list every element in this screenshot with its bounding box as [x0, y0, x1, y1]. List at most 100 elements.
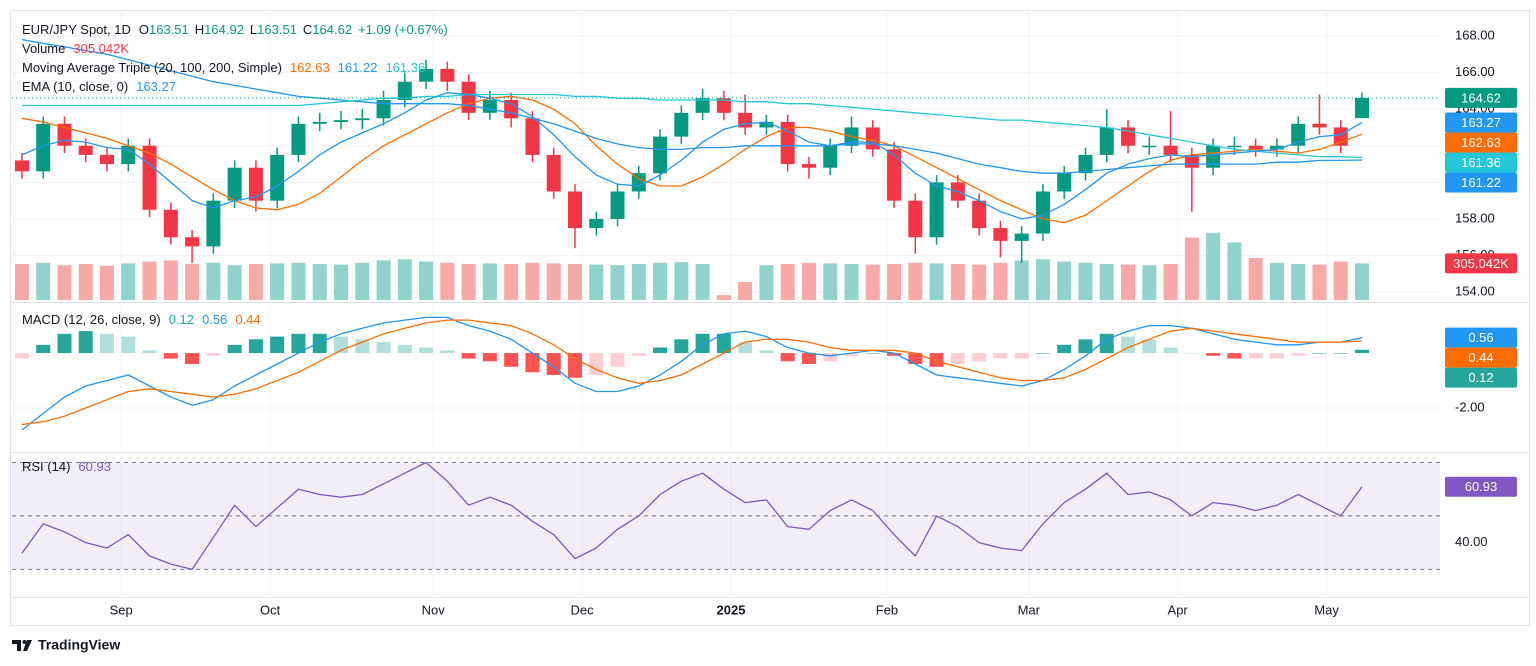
candle-body — [397, 81, 412, 101]
candle-body — [887, 149, 902, 201]
candle-body — [1142, 145, 1157, 148]
volume-bar — [78, 264, 93, 300]
volume-bar — [695, 264, 710, 300]
x-tick-label: 2025 — [717, 602, 746, 617]
legend-volume-line: Volume 305.042K — [22, 41, 129, 56]
volume-bar — [57, 265, 72, 300]
macd-histogram-bar — [1227, 353, 1242, 359]
moving-average-line — [21, 38, 1363, 174]
x-tick-label: Feb — [876, 602, 898, 617]
macd-title: MACD (12, 26, close, 9) — [22, 312, 161, 327]
price-tag-label: 0.44 — [1468, 350, 1493, 365]
macd-line — [21, 319, 1363, 426]
moving-average-line — [21, 95, 1363, 224]
legend-ema-line: EMA (10, close, 0) 163.27 — [22, 79, 176, 94]
price-tag — [1445, 132, 1517, 153]
price-tag-label: 0.12 — [1468, 370, 1493, 385]
macd-histogram-bar — [674, 339, 689, 354]
volume-bar — [142, 261, 157, 300]
macd-histogram-bar — [461, 353, 476, 359]
volume-bar — [653, 262, 668, 300]
macd-histogram-bar — [440, 350, 455, 354]
volume-bar — [1163, 264, 1178, 300]
candle-body — [163, 209, 178, 238]
candle-body — [461, 81, 476, 113]
macd-histogram-bar — [57, 333, 72, 354]
legend-symbol-line: EUR/JPY Spot, 1D O163.51 H164.92 L163.51 C16… — [22, 22, 448, 37]
macd-histogram-bar — [567, 353, 582, 378]
volume-bar — [227, 265, 242, 300]
y-tick-label: -2.00 — [1455, 399, 1485, 414]
candle-body — [248, 167, 263, 201]
volume-bar — [546, 263, 561, 300]
candle-body — [653, 136, 668, 174]
volume-bar — [1248, 258, 1263, 300]
low-prefix: L — [250, 22, 257, 37]
macd-histogram-bar — [801, 353, 816, 365]
candle-body — [419, 68, 434, 82]
macd-histogram-bar — [504, 353, 519, 367]
volume-bar — [312, 264, 327, 300]
price-tag — [1445, 253, 1517, 274]
candle-body — [227, 167, 242, 201]
macd-histogram-bar — [291, 333, 306, 354]
macd-histogram-bar — [1078, 339, 1093, 354]
macd-histogram-bar — [844, 353, 859, 356]
volume-bar — [1227, 242, 1242, 300]
candle-body — [525, 118, 540, 155]
volume-bar — [865, 264, 880, 300]
close-value: 164.62 — [312, 22, 352, 37]
x-tick-label: Dec — [571, 602, 595, 617]
open-prefix: O — [139, 22, 149, 37]
candle-body — [929, 182, 944, 238]
volume-bar — [631, 264, 646, 300]
rsi-line — [21, 461, 1363, 571]
close-prefix: C — [303, 22, 312, 37]
candle-body — [631, 173, 646, 192]
macd-histogram-bar — [738, 342, 753, 354]
macd-histogram-bar — [248, 339, 263, 354]
symbol-title: EUR/JPY Spot, 1D — [22, 22, 131, 37]
legend-macd-line: MACD (12, 26, close, 9) 0.12 0.56 0.44 — [22, 312, 261, 327]
macd-histogram-bar — [780, 353, 795, 362]
ma-value: 162.63 — [290, 60, 330, 75]
macd-histogram-bar — [1035, 353, 1050, 354]
candle-body — [206, 200, 221, 247]
candle-body — [1078, 154, 1093, 174]
macd-histogram-bar — [695, 333, 710, 354]
volume-bar — [270, 263, 285, 300]
macd-histogram-bar — [121, 336, 136, 354]
macd-histogram-bar — [100, 333, 115, 354]
candle-body — [1355, 97, 1370, 119]
brand-logo: TradingView — [12, 637, 120, 653]
macd-histogram-bar — [78, 331, 93, 354]
macd-histogram-bar — [163, 353, 178, 359]
volume-bar — [376, 260, 391, 300]
price-tags: 164.62 163.27 162.63 161.36 161.22 305.042K 0.… — [1445, 87, 1517, 497]
macd-histogram-bar — [1014, 353, 1029, 359]
volume-bar — [759, 265, 774, 300]
candle-body — [908, 200, 923, 238]
macd-histogram-bar — [716, 333, 731, 354]
x-tick-label: Mar — [1018, 602, 1041, 617]
volume-bar — [291, 262, 306, 300]
macd-histogram-bar — [759, 350, 774, 354]
volume-value: 305.042K — [73, 41, 129, 56]
candle-body — [1163, 145, 1178, 155]
legend-ma-line: Moving Average Triple (20, 100, 200, Sim… — [22, 60, 425, 75]
price-tag — [1445, 87, 1517, 108]
candle-body — [674, 112, 689, 137]
macd-histogram-bar — [14, 353, 29, 359]
macd-histogram-bar — [908, 353, 923, 365]
volume-title: Volume — [22, 41, 65, 56]
macd-histogram-bar — [887, 353, 902, 356]
candle-body — [121, 145, 136, 165]
candle-body — [185, 237, 200, 247]
candle-body — [716, 98, 731, 113]
candle-body — [695, 98, 710, 113]
y-tick-label: 40.00 — [1455, 534, 1488, 549]
logo-shape — [22, 640, 27, 644]
candle-body — [1227, 145, 1242, 148]
volume-bar — [1355, 263, 1370, 300]
candle-body — [801, 164, 816, 168]
